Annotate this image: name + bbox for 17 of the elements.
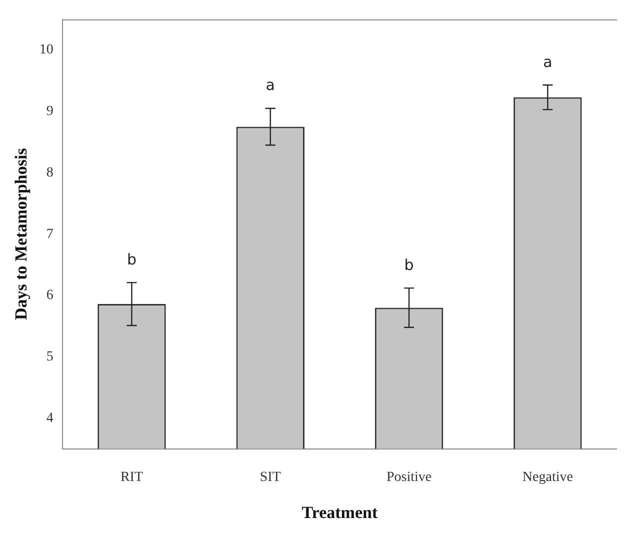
- annotation: a: [543, 52, 552, 71]
- y-tick-label: 10: [39, 42, 54, 58]
- y-axis-title: Days to Metamorphosis: [12, 148, 31, 320]
- y-tick-label: 5: [46, 349, 54, 364]
- y-tick-label: 4: [46, 410, 54, 426]
- y-tick-label: 9: [46, 104, 54, 120]
- x-axis-title: Treatment: [302, 503, 378, 522]
- x-tick-label: SIT: [260, 470, 282, 485]
- x-tick-label: RIT: [120, 470, 144, 485]
- x-tick-label: Negative: [522, 470, 573, 485]
- annotation: b: [404, 256, 414, 274]
- y-tick-label: 7: [46, 226, 54, 242]
- x-tick-label: Positive: [386, 470, 432, 485]
- y-tick-label: 6: [46, 288, 54, 304]
- annotation: b: [126, 250, 136, 268]
- y-tick-label: 8: [46, 165, 54, 180]
- annotation: a: [266, 76, 275, 94]
